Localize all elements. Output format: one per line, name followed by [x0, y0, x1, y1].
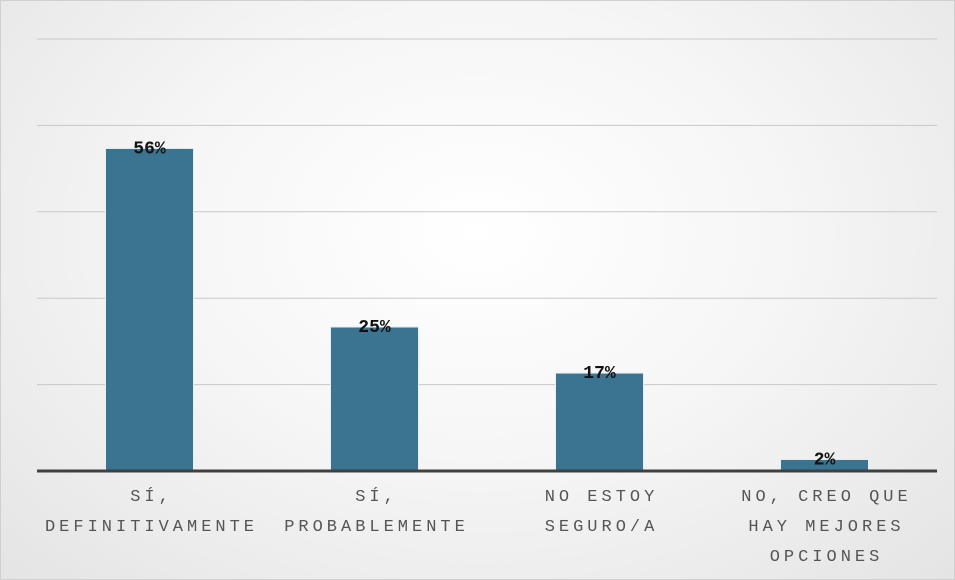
data-label: 25% [358, 318, 391, 338]
data-label: 17% [583, 364, 616, 384]
data-label: 2% [814, 450, 836, 470]
x-tick-label: NO ESTOY SEGURO/A [544, 488, 659, 537]
x-tick-label: SÍ, DEFINITIVAMENTE [44, 488, 259, 537]
bar [555, 372, 644, 472]
data-label: 56% [133, 139, 166, 159]
x-tick-label: SÍ, PROBABLEMENTE [284, 488, 469, 537]
bar [330, 326, 419, 472]
x-tick-label: NO, CREO QUE HAY MEJORES OPCIONES [741, 488, 912, 567]
bar [105, 147, 194, 472]
